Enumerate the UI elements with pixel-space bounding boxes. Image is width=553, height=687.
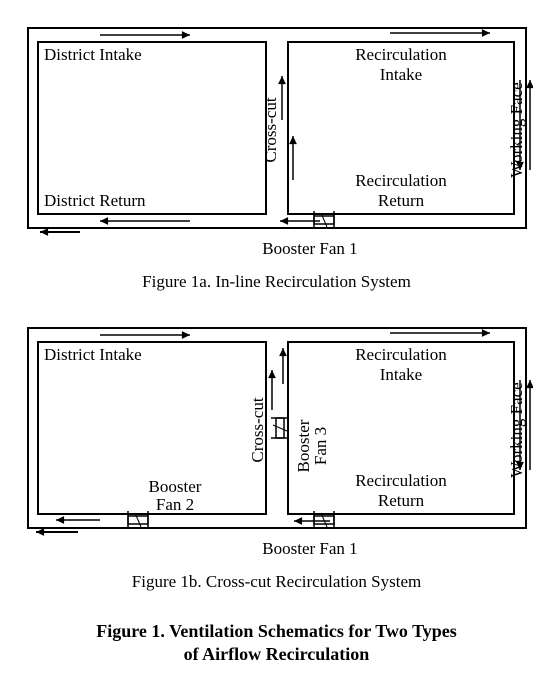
svg-text:Cross-cut: Cross-cut [261,97,280,162]
svg-text:Intake: Intake [380,365,422,384]
svg-text:Recirculation: Recirculation [355,471,447,490]
diagram-1b: District IntakeRecirculationIntakeRecirc… [20,320,533,564]
svg-text:District Intake: District Intake [44,45,142,64]
svg-text:Recirculation: Recirculation [355,171,447,190]
svg-text:Fan 3: Fan 3 [311,427,330,465]
svg-text:Intake: Intake [380,65,422,84]
svg-text:Recirculation: Recirculation [355,45,447,64]
svg-text:Fan 2: Fan 2 [156,495,194,514]
svg-text:Recirculation: Recirculation [355,345,447,364]
svg-text:Cross-cut: Cross-cut [248,397,267,462]
svg-text:Booster Fan 1: Booster Fan 1 [262,239,357,258]
main-caption-line1: Figure 1. Ventilation Schematics for Two… [96,621,457,641]
figure-1b: District IntakeRecirculationIntakeRecirc… [20,320,533,564]
svg-text:Booster Fan 1: Booster Fan 1 [262,539,357,558]
svg-text:Return: Return [378,191,425,210]
caption-1b: Figure 1b. Cross-cut Recirculation Syste… [20,572,533,592]
svg-text:District Return: District Return [44,191,146,210]
caption-1a: Figure 1a. In-line Recirculation System [20,272,533,292]
svg-text:Booster: Booster [149,477,202,496]
diagram-1a: District Intake District Return Recirculat… [20,20,533,264]
main-caption-line2: of Airflow Recirculation [184,644,370,664]
main-caption: Figure 1. Ventilation Schematics for Two… [20,620,533,667]
figure-1a: District Intake District Return Recirculat… [20,20,533,264]
svg-text:District Intake: District Intake [44,345,142,364]
svg-text:Return: Return [378,491,425,510]
